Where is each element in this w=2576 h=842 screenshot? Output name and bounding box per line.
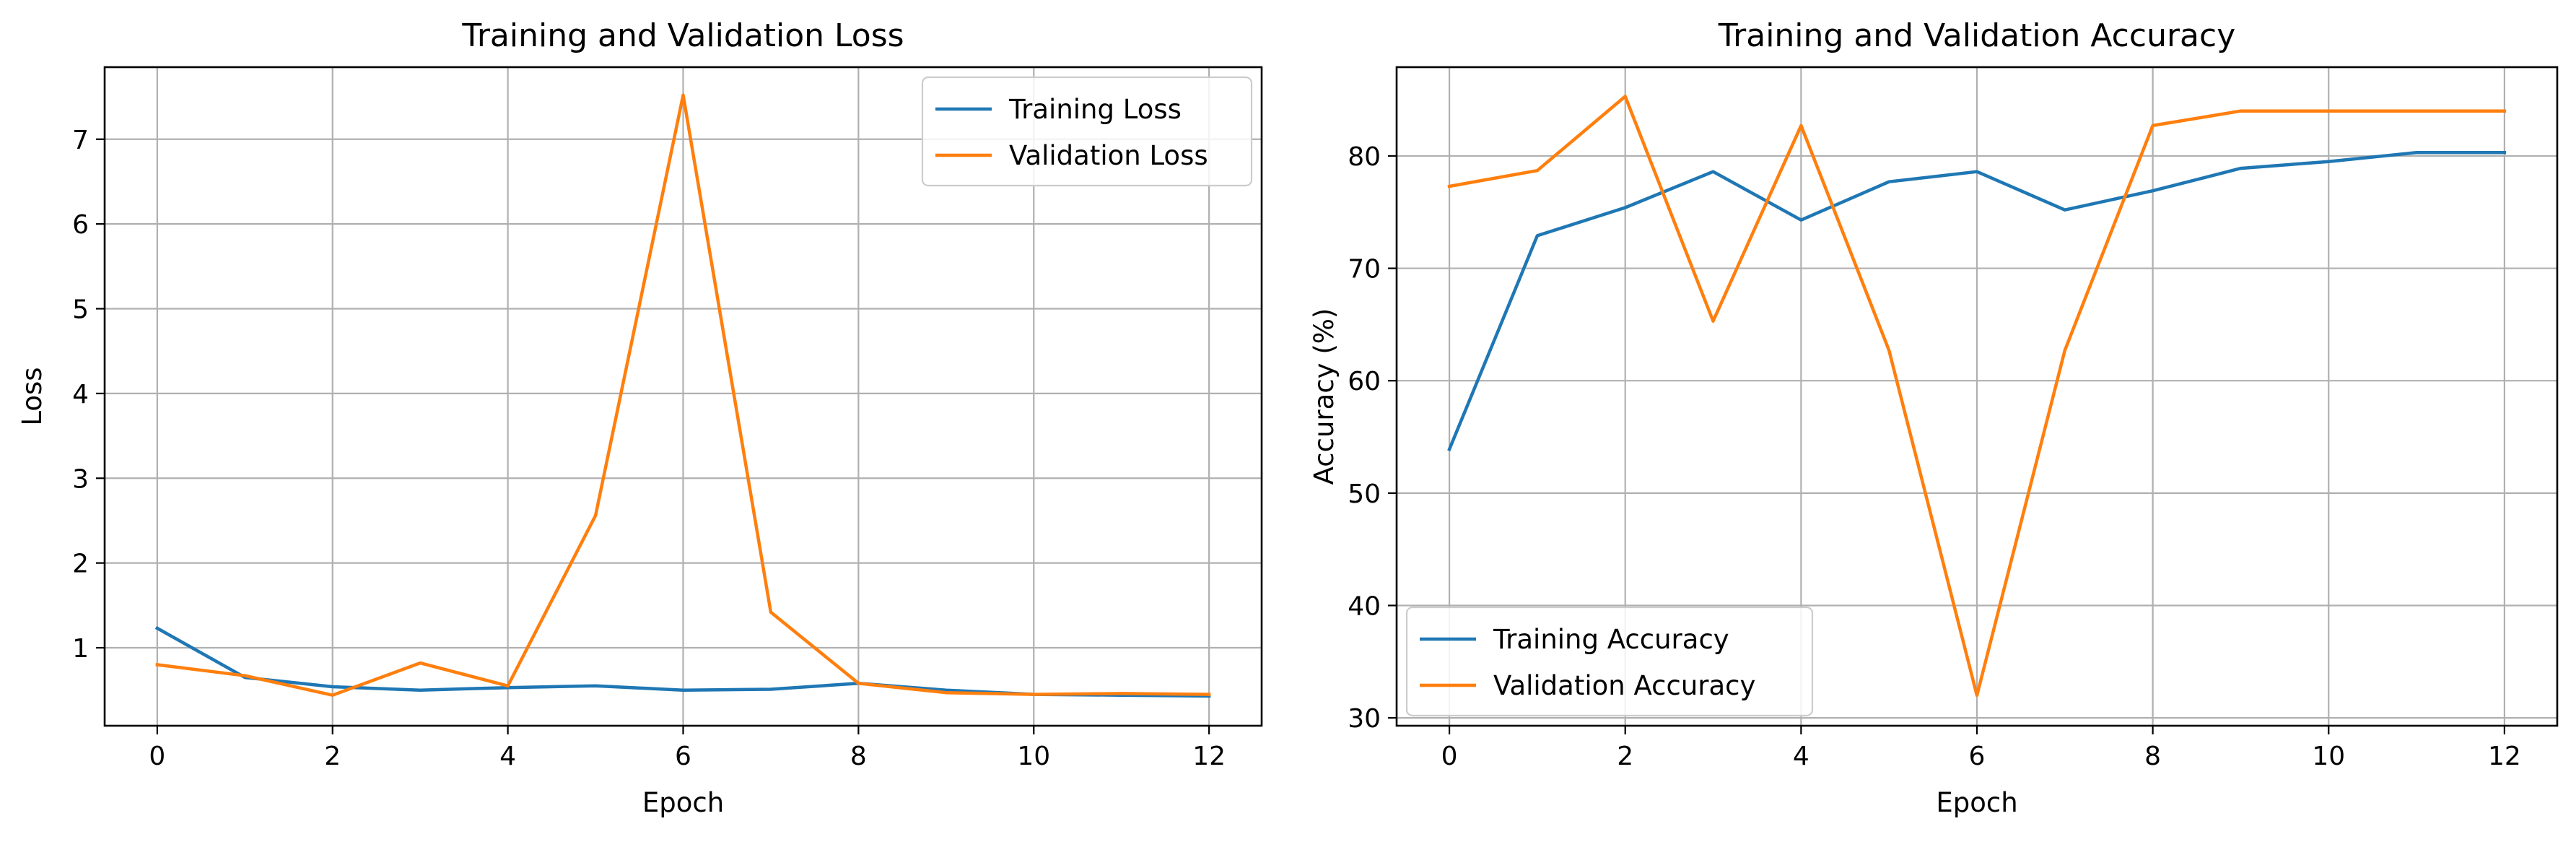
x-tick-label: 0: [1441, 742, 1458, 771]
x-tick-label: 6: [1969, 742, 1986, 771]
y-tick-label: 40: [1348, 591, 1381, 621]
y-tick-label: 60: [1348, 367, 1381, 396]
x-tick-label: 12: [2488, 742, 2521, 771]
y-tick-label: 5: [72, 295, 89, 325]
legend-label: Training Loss: [1008, 94, 1182, 125]
y-tick-label: 70: [1348, 255, 1381, 285]
x-tick-label: 4: [1793, 742, 1809, 771]
x-axis-label: Epoch: [1936, 787, 2017, 818]
y-tick-label: 80: [1348, 142, 1381, 172]
x-tick-label: 2: [324, 742, 341, 771]
y-tick-label: 50: [1348, 479, 1381, 509]
legend-label: Validation Loss: [1009, 140, 1208, 171]
y-tick-label: 3: [72, 464, 89, 494]
chart-title: Training and Validation Accuracy: [1718, 17, 2236, 54]
x-tick-label: 8: [850, 742, 867, 771]
legend-label: Validation Accuracy: [1493, 670, 1755, 701]
x-tick-label: 0: [149, 742, 165, 771]
series-line-validation-loss: [155, 93, 1211, 697]
x-axis-label: Epoch: [642, 787, 724, 818]
y-tick-label: 7: [72, 126, 89, 155]
legend-label: Training Accuracy: [1493, 624, 1729, 655]
y-tick-label: 2: [72, 550, 89, 579]
x-tick-label: 12: [1192, 742, 1226, 771]
accuracy-chart: 0 2 4 6 8 10 12 30 40 50 60 70 80 Training and Valida…: [1309, 17, 2559, 818]
y-tick-label: 1: [72, 634, 89, 664]
series-line-training-accuracy: [1447, 151, 2507, 452]
x-tick-label: 4: [499, 742, 516, 771]
legend-box: [1405, 606, 1814, 717]
y-tick-label: 6: [72, 210, 89, 240]
legend: Training Accuracy Validation Accuracy: [1405, 606, 1814, 717]
x-tick-label: 10: [2312, 742, 2345, 771]
legend: Training Loss Validation Loss: [921, 76, 1253, 187]
y-axis-label: Loss: [17, 367, 48, 425]
x-tick-label: 6: [675, 742, 691, 771]
x-tick-label: 10: [1017, 742, 1050, 771]
chart-title: Training and Validation Loss: [461, 17, 904, 54]
series-line-validation-accuracy: [1447, 95, 2507, 698]
y-tick-label: 4: [72, 380, 89, 409]
y-axis-label: Accuracy (%): [1309, 308, 1340, 485]
x-tick-label: 2: [1617, 742, 1633, 771]
x-tick-label: 8: [2144, 742, 2161, 771]
y-tick-label: 30: [1348, 704, 1381, 734]
legend-box: [921, 76, 1253, 187]
